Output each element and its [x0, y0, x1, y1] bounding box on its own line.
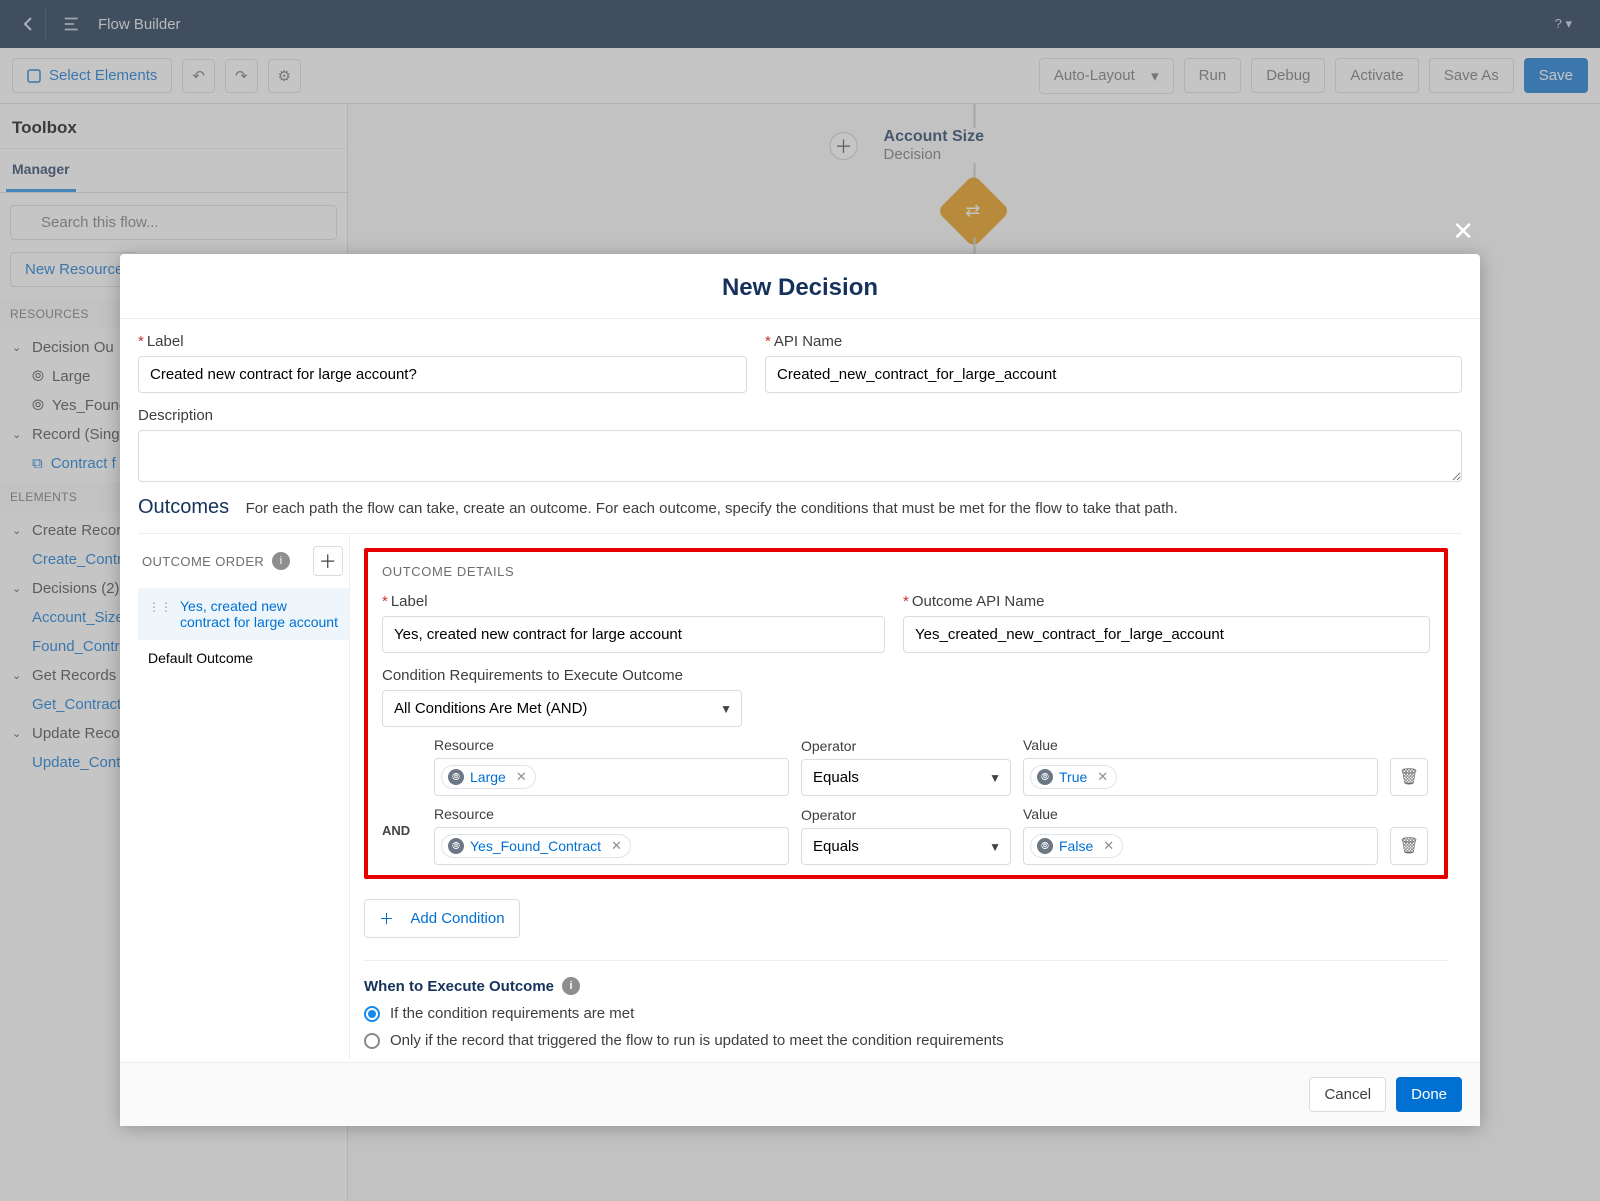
remove-chip-icon[interactable]: ✕	[1097, 769, 1108, 785]
outcome-api-input[interactable]	[903, 616, 1430, 653]
value-input-1[interactable]: ⦾True✕	[1023, 758, 1378, 796]
radio-option-1[interactable]: If the condition requirements are met	[364, 1005, 1448, 1022]
drag-handle-icon[interactable]: ⋮⋮	[148, 598, 172, 614]
outcomes-desc: For each path the flow can take, create …	[246, 500, 1178, 517]
operator-label-1: Operator	[801, 738, 1011, 754]
operator-label-2: Operator	[801, 807, 1011, 823]
label-label: Label	[138, 333, 747, 350]
api-name-label: API Name	[765, 333, 1462, 350]
remove-chip-icon[interactable]: ✕	[611, 838, 622, 854]
outcome-label-label: Label	[382, 593, 885, 610]
remove-chip-icon[interactable]: ✕	[516, 769, 527, 785]
radio-checked-icon	[364, 1006, 380, 1022]
outcome-api-label: Outcome API Name	[903, 593, 1430, 610]
resource-label-2: Resource	[434, 806, 789, 822]
new-decision-modal: ✕ New Decision Label API Name Descriptio…	[120, 254, 1480, 1126]
radio-icon	[364, 1033, 380, 1049]
cond-req-select[interactable]	[382, 690, 742, 727]
chevron-down-icon: ▼	[989, 840, 1001, 854]
modal-title: New Decision	[120, 254, 1480, 319]
close-icon[interactable]: ✕	[1444, 212, 1482, 251]
operator-select-1[interactable]	[801, 759, 1011, 796]
outcome-details-header: OUTCOME DETAILS	[382, 564, 1430, 579]
operator-select-2[interactable]	[801, 828, 1011, 865]
outcome-details-highlight: OUTCOME DETAILS Label Outcome API Name C…	[364, 548, 1448, 879]
value-input-2[interactable]: ⦾False✕	[1023, 827, 1378, 865]
when-execute-title: When to Execute Outcome	[364, 978, 554, 995]
radio-option-2[interactable]: Only if the record that triggered the fl…	[364, 1032, 1448, 1049]
chevron-down-icon: ▼	[989, 771, 1001, 785]
cond-req-label: Condition Requirements to Execute Outcom…	[382, 667, 742, 684]
add-outcome-button[interactable]: ＋	[313, 546, 343, 576]
remove-chip-icon[interactable]: ✕	[1103, 838, 1114, 854]
chevron-down-icon: ▼	[720, 702, 732, 716]
info-icon[interactable]: i	[272, 552, 290, 570]
cancel-button[interactable]: Cancel	[1309, 1077, 1386, 1112]
outcomes-title: Outcomes	[138, 496, 229, 519]
resource-input-2[interactable]: ⦾Yes_Found_Contract✕	[434, 827, 789, 865]
done-button[interactable]: Done	[1396, 1077, 1462, 1112]
value-label-2: Value	[1023, 806, 1378, 822]
value-label-1: Value	[1023, 737, 1378, 753]
description-label: Description	[138, 407, 1462, 424]
info-icon[interactable]: i	[562, 977, 580, 995]
outcome-item-default[interactable]: Default Outcome	[138, 640, 349, 676]
outcome-label-input[interactable]	[382, 616, 885, 653]
outcome-order-panel: OUTCOME ORDER i ＋ ⋮⋮ Yes, created new co…	[138, 534, 350, 1059]
delete-condition-button-1[interactable]: 🗑	[1390, 758, 1428, 796]
resource-input-1[interactable]: ⦾Large✕	[434, 758, 789, 796]
and-label: AND	[382, 823, 422, 848]
outcome-order-header: OUTCOME ORDER	[142, 554, 264, 569]
outcome-item-selected[interactable]: ⋮⋮ Yes, created new contract for large a…	[138, 588, 349, 640]
description-input[interactable]	[138, 430, 1462, 482]
resource-label-1: Resource	[434, 737, 789, 753]
add-condition-button[interactable]: ＋ Add Condition	[364, 899, 520, 938]
delete-condition-button-2[interactable]: 🗑	[1390, 827, 1428, 865]
label-input[interactable]	[138, 356, 747, 393]
api-name-input[interactable]	[765, 356, 1462, 393]
